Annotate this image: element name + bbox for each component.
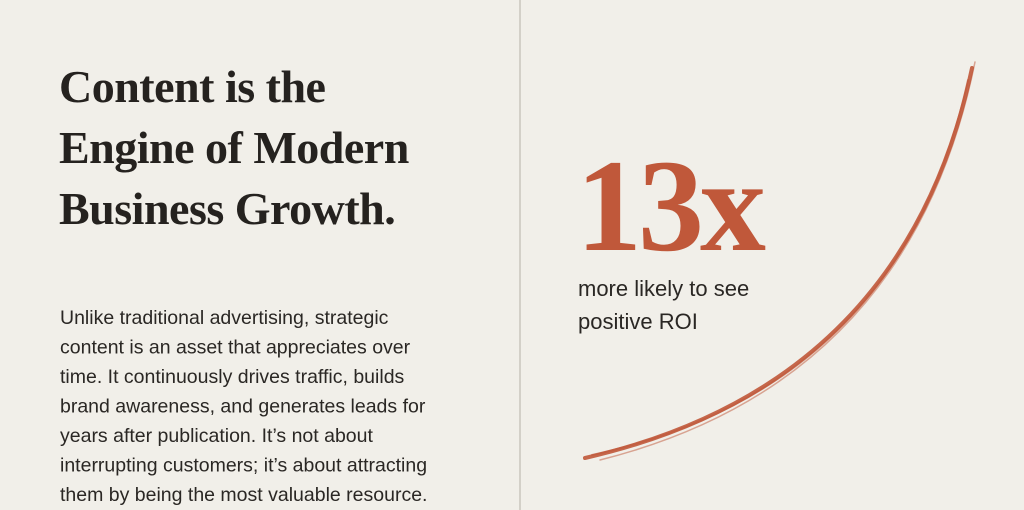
body-line: brand awareness, and generates leads for: [60, 396, 426, 418]
stat-value: 13x: [576, 132, 766, 279]
heading-line: Business Growth.: [59, 183, 395, 234]
heading: Content is the Engine of Modern Business G…: [59, 61, 409, 234]
caption-line: more likely to see: [578, 276, 749, 301]
heading-line: Engine of Modern: [59, 122, 409, 173]
body-line: years after publication. It’s not about: [60, 425, 373, 447]
stat-caption: more likely to see positive ROI: [578, 276, 749, 334]
body-text: Unlike traditional advertising, strategi…: [60, 307, 427, 506]
heading-line: Content is the: [59, 61, 326, 112]
caption-line: positive ROI: [578, 309, 698, 334]
arc-stroke: [591, 79, 969, 456]
body-line: Unlike traditional advertising, strategi…: [60, 307, 389, 329]
brush-arc: [583, 61, 976, 461]
body-line: interrupting customers; it’s about attra…: [60, 455, 427, 477]
body-line: content is an asset that appreciates ove…: [60, 337, 411, 359]
body-line: time. It continuously drives traffic, bu…: [60, 366, 405, 388]
body-line: them by being the most valuable resource…: [60, 484, 427, 506]
arc-stroke: [599, 61, 976, 461]
